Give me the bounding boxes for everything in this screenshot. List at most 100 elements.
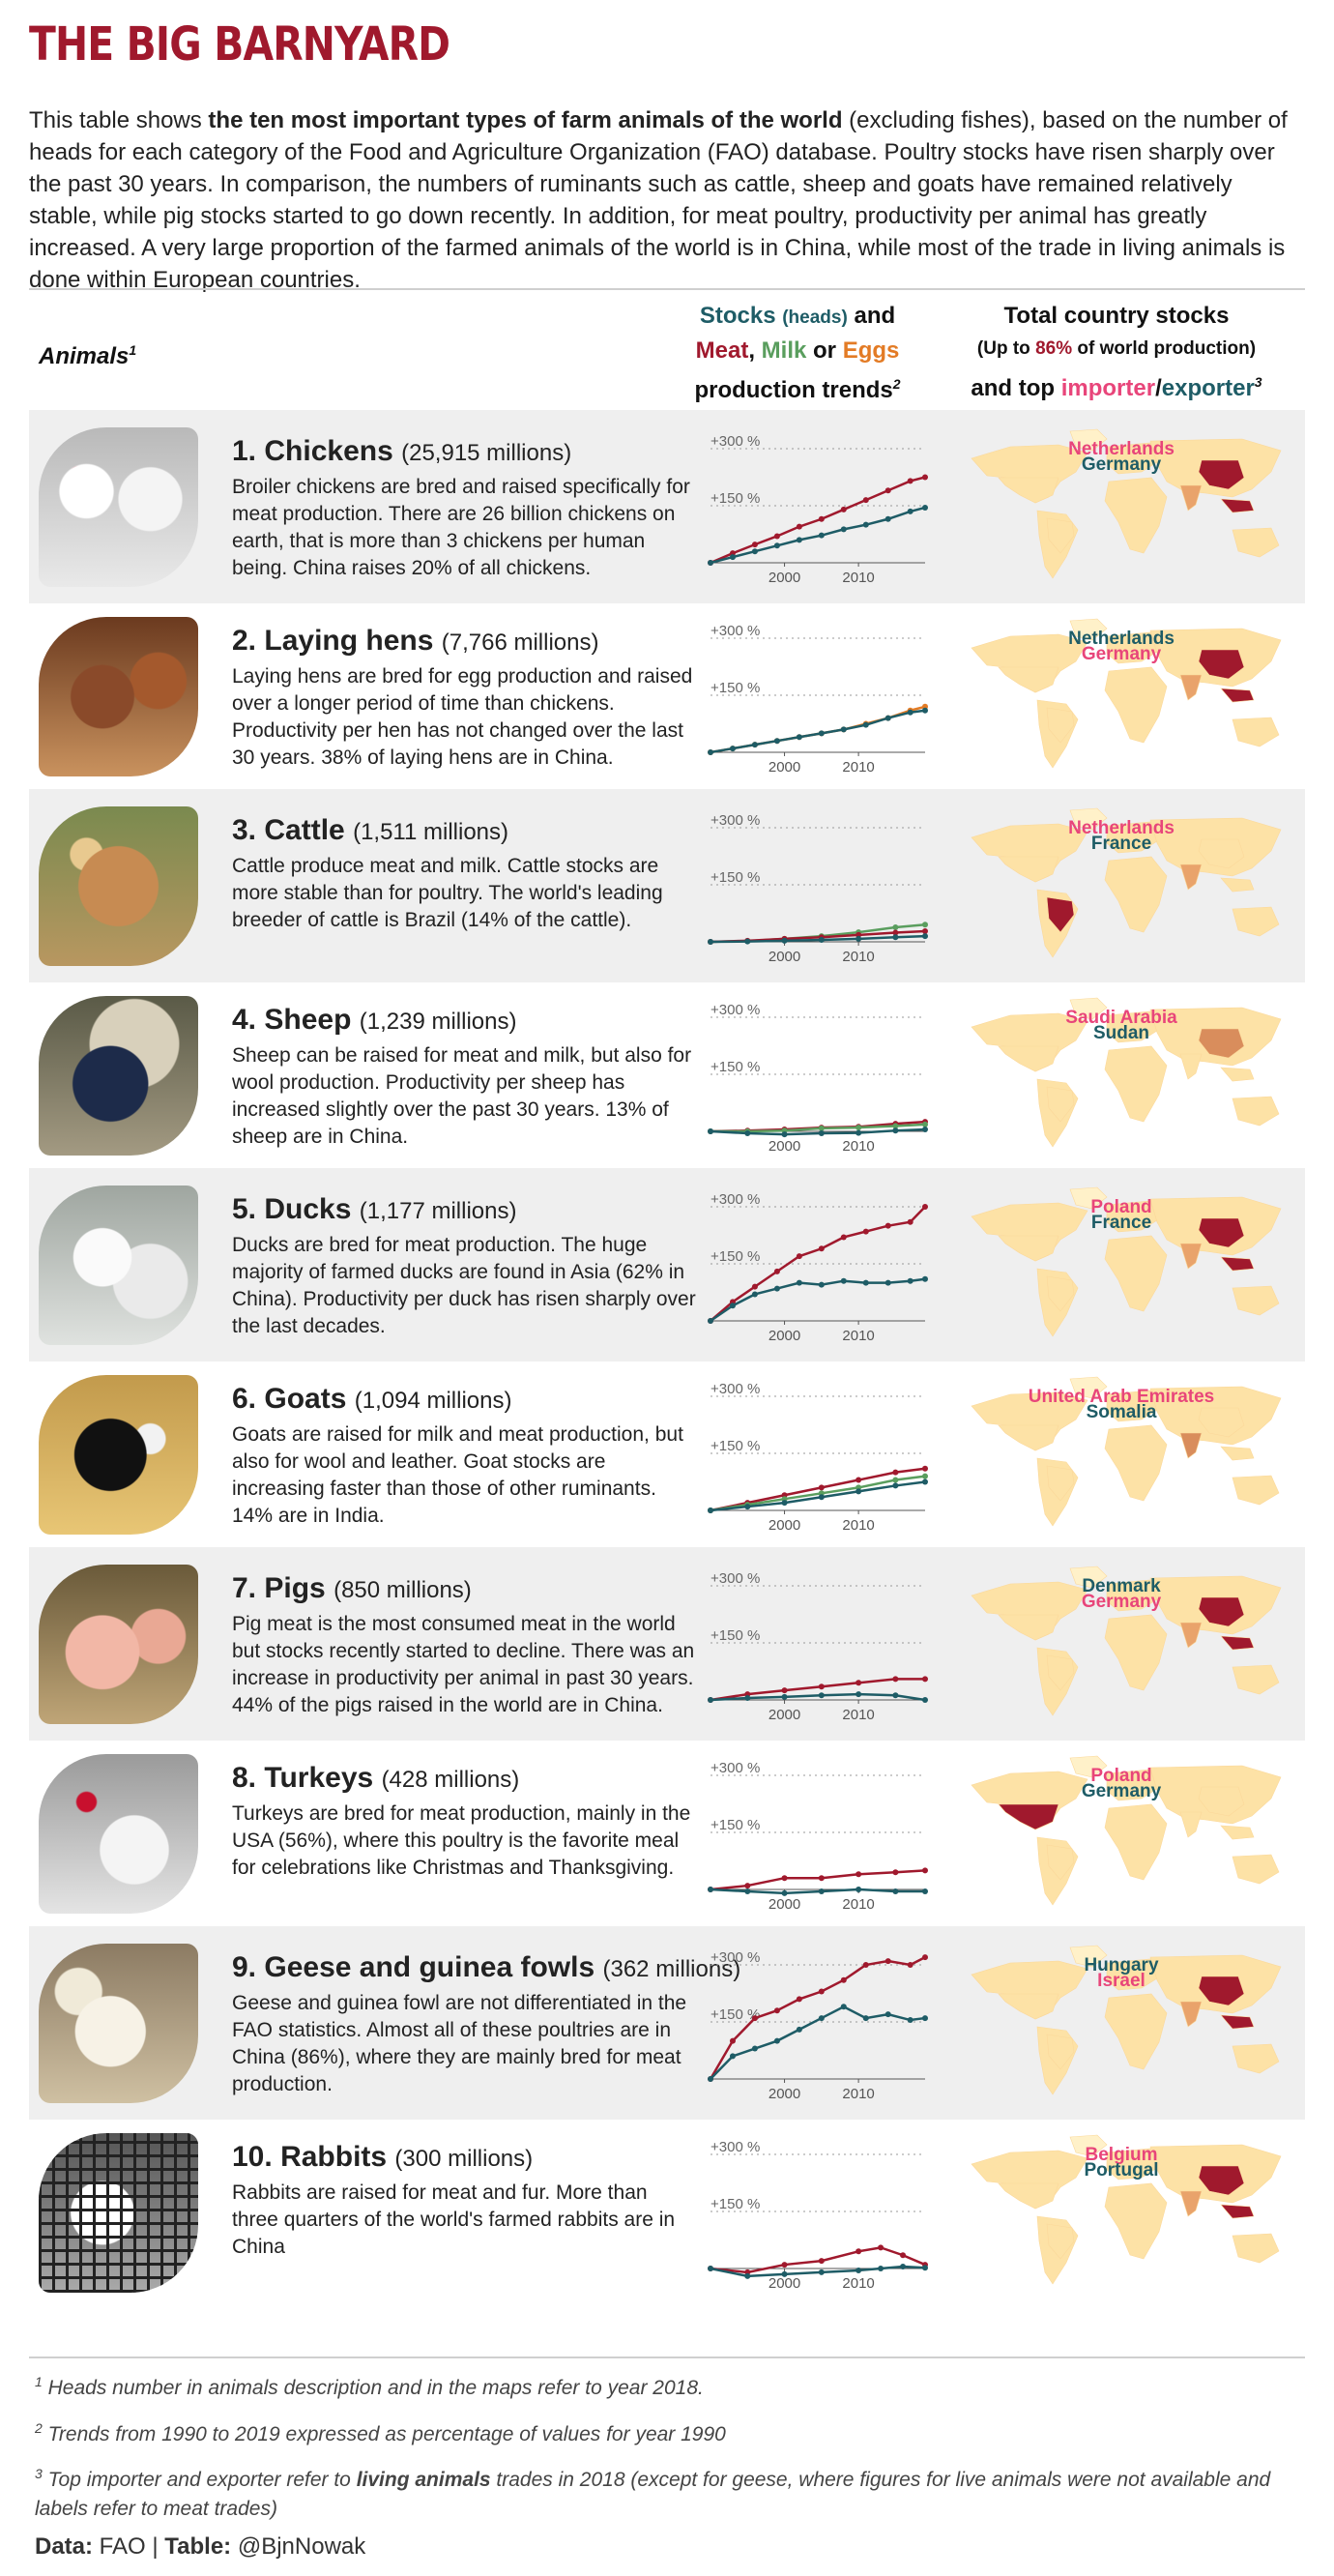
data-point — [922, 1867, 928, 1874]
map-region-india — [1179, 864, 1203, 891]
data-point — [744, 1883, 751, 1889]
x-tick-label: 2000 — [768, 949, 800, 965]
data-point — [744, 938, 751, 945]
x-tick-label: 2010 — [842, 1896, 874, 1913]
animal-rank-name: 10. — [232, 2141, 273, 2173]
data-point — [892, 1888, 899, 1894]
data-point — [892, 1477, 899, 1483]
animal-count: (362 millions) — [602, 1956, 741, 1982]
data-point — [900, 2252, 907, 2259]
animal-row: 1. Chickens (25,915 millions) Broiler chi… — [29, 410, 1305, 603]
animal-rank-name: 1. — [232, 435, 257, 467]
map-region-au — [1232, 1664, 1280, 1695]
animal-title: 2. Laying hens (7,766 millions) — [232, 625, 599, 658]
data-point — [773, 1285, 780, 1292]
series-line-meat — [710, 1467, 926, 1512]
data-point — [818, 1484, 825, 1491]
map-region-eu — [1106, 1010, 1158, 1043]
data-point — [840, 1234, 847, 1241]
data-point — [922, 1121, 928, 1127]
y-tick-label: +150 % — [710, 1438, 760, 1454]
data-point — [796, 1996, 802, 2003]
map-region-af — [1104, 1045, 1168, 1123]
data-point — [781, 1693, 788, 1700]
map-region-sea — [1220, 1256, 1255, 1272]
data-point — [922, 1204, 928, 1210]
data-point — [781, 1687, 788, 1694]
data-point — [708, 2076, 713, 2082]
map-region-usa — [998, 666, 1059, 693]
x-tick-label: 2000 — [768, 1896, 800, 1913]
y-tick-label: +150 % — [710, 680, 760, 696]
x-tick-label: 2000 — [768, 2275, 800, 2292]
animal-title: 7. Pigs (850 millions) — [232, 1572, 472, 1605]
trend-chart: +300 % +150 % 2000 2010 — [708, 623, 928, 776]
animal-row: 7. Pigs (850 millions) Pig meat is the mo… — [29, 1547, 1305, 1741]
trend-chart: +300 % +150 % 2000 2010 — [708, 1570, 928, 1723]
map-region-sea — [1220, 877, 1255, 893]
data-point — [796, 537, 802, 543]
importer-label: United Arab Emirates — [1029, 1387, 1215, 1407]
data-point — [856, 2267, 862, 2273]
data-point — [773, 542, 780, 549]
map-region-usa — [998, 856, 1059, 883]
data-point — [922, 1888, 928, 1894]
importer-label: Germany — [1082, 644, 1162, 664]
x-tick-label: 2000 — [768, 570, 800, 586]
animal-count: (300 millions) — [394, 2146, 534, 2172]
data-point — [781, 1889, 788, 1896]
map-region-af — [1104, 477, 1168, 554]
trend-chart: +300 % +150 % 2000 2010 — [708, 1191, 928, 1344]
map-region-brazil — [1046, 1275, 1075, 1312]
data-point — [884, 2011, 891, 2018]
map-region-china — [1198, 2165, 1245, 2196]
animal-rank-name: 4. — [232, 1004, 257, 1036]
map-region-sea — [1220, 688, 1255, 703]
animal-count: (25,915 millions) — [401, 440, 572, 466]
map-region-au — [1232, 906, 1280, 937]
map-region-green — [1069, 428, 1108, 452]
animal-description: Ducks are bred for meat production. The … — [232, 1234, 696, 1337]
data-point — [922, 1697, 928, 1703]
data-point — [773, 2037, 780, 2044]
trend-chart: +300 % +150 % 2000 2010 — [708, 2139, 928, 2292]
animal-row: 5. Ducks (1,177 millions) Ducks are bred … — [29, 1168, 1305, 1361]
data-point — [818, 1692, 825, 1699]
map-region-eu — [1106, 1958, 1158, 1991]
footnote-2: 2 Trends from 1990 to 2019 expressed as … — [35, 2420, 726, 2445]
map-region-af — [1104, 2182, 1168, 2260]
map-region-brazil — [1046, 1844, 1075, 1881]
animal-name: Geese and guinea fowls — [264, 1951, 595, 1983]
data-point — [781, 937, 788, 944]
map-region-green — [1069, 1186, 1108, 1210]
data-point — [884, 487, 891, 494]
exporter-label: Germany — [1082, 454, 1162, 475]
data-point — [900, 2264, 907, 2270]
map-region-eu — [1106, 1579, 1158, 1612]
data-point — [862, 1962, 869, 1968]
x-tick-label: 2000 — [768, 1138, 800, 1155]
photo-image — [39, 996, 198, 1156]
map-region-usa — [998, 1045, 1059, 1072]
map-region-usa — [998, 1803, 1059, 1830]
data-point — [884, 715, 891, 721]
animal-description: Rabbits are raised for meat and fur. Mor… — [232, 2181, 676, 2258]
trend-chart: +300 % +150 % 2000 2010 — [708, 1760, 928, 1913]
data-point — [708, 1697, 713, 1703]
map-region-usa — [998, 1993, 1059, 2020]
animal-description: Goats are raised for milk and meat produ… — [232, 1423, 683, 1527]
animal-photo — [39, 996, 198, 1156]
animal-photo — [39, 2133, 198, 2293]
map-region-india — [1179, 1622, 1203, 1649]
data-point — [892, 1123, 899, 1129]
y-tick-label: +300 % — [710, 812, 760, 829]
map-region-china — [1198, 459, 1245, 490]
y-tick-label: +150 % — [710, 1248, 760, 1265]
exporter-label: Denmark — [1082, 1576, 1161, 1596]
data-point — [818, 2015, 825, 2022]
data-point — [922, 2265, 928, 2271]
data-point — [856, 2248, 862, 2255]
